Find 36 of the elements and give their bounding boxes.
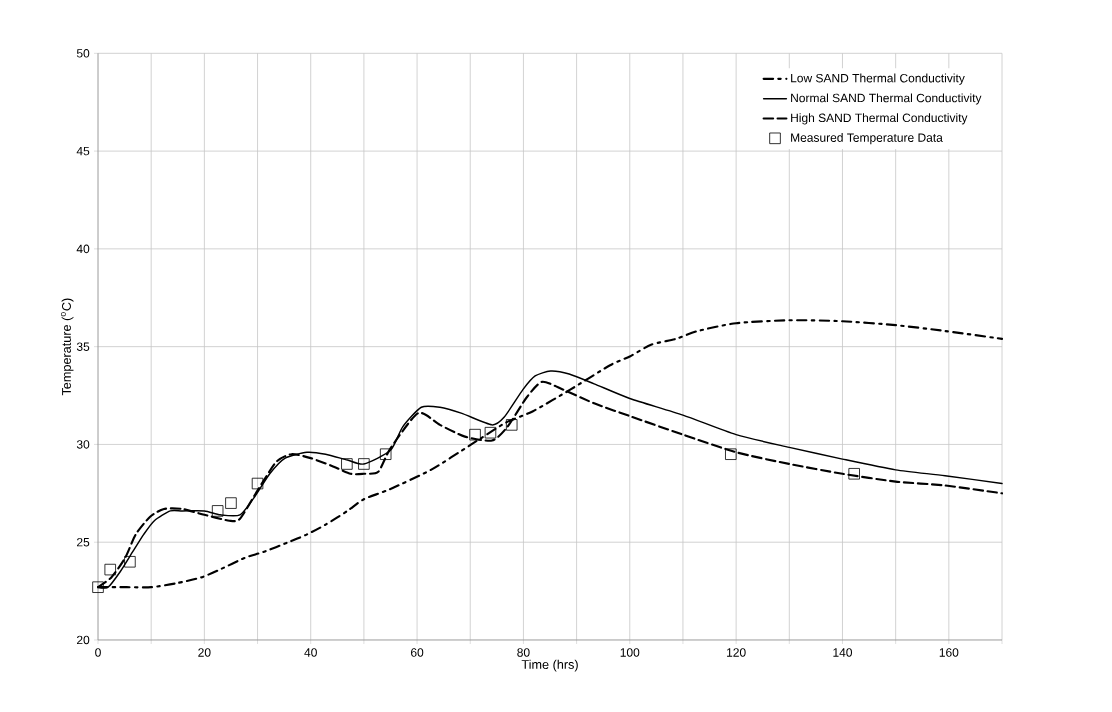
x-tick-label: 60 bbox=[411, 648, 424, 657]
legend-label: High SAND Thermal Conductivity bbox=[791, 113, 968, 125]
x-axis-title: Time (hrs) bbox=[521, 659, 578, 672]
y-axis-title: Temperature ($^{o}$C) bbox=[60, 298, 74, 396]
point bbox=[92, 581, 104, 593]
legend-label: Normal SAND Thermal Conductivity bbox=[791, 93, 982, 105]
legend-label: Low SAND Thermal Conductivity bbox=[791, 73, 965, 85]
y-tick-label: 35 bbox=[76, 342, 90, 351]
point bbox=[104, 563, 116, 576]
point bbox=[379, 448, 392, 460]
point bbox=[225, 497, 237, 509]
point bbox=[505, 419, 518, 431]
y-tick-label: 40 bbox=[76, 244, 90, 254]
y-tick-label: 50 bbox=[76, 49, 90, 58]
x-tick-label: 80 bbox=[517, 648, 530, 657]
x-tick-label: 120 bbox=[727, 648, 746, 657]
point bbox=[124, 556, 136, 568]
point bbox=[358, 458, 370, 470]
point bbox=[251, 477, 264, 490]
point bbox=[211, 505, 224, 517]
x-tick-label: 0 bbox=[95, 648, 101, 657]
y-tick-label: 25 bbox=[77, 537, 90, 547]
y-tick-label: 45 bbox=[76, 146, 90, 156]
point bbox=[725, 448, 737, 460]
y-tick-label: 20 bbox=[77, 635, 90, 645]
point bbox=[469, 428, 481, 441]
point bbox=[484, 426, 497, 439]
x-tick-label: 160 bbox=[939, 648, 959, 657]
y-tick-label: 30 bbox=[76, 440, 90, 449]
legend-label: Measured Temperature Data bbox=[791, 133, 943, 145]
point bbox=[341, 458, 353, 470]
x-tick-label: 140 bbox=[833, 648, 853, 657]
x-tick-label: 100 bbox=[620, 648, 640, 657]
x-tick-label: 20 bbox=[198, 648, 211, 657]
point bbox=[848, 468, 860, 480]
x-tick-label: 40 bbox=[304, 648, 317, 657]
